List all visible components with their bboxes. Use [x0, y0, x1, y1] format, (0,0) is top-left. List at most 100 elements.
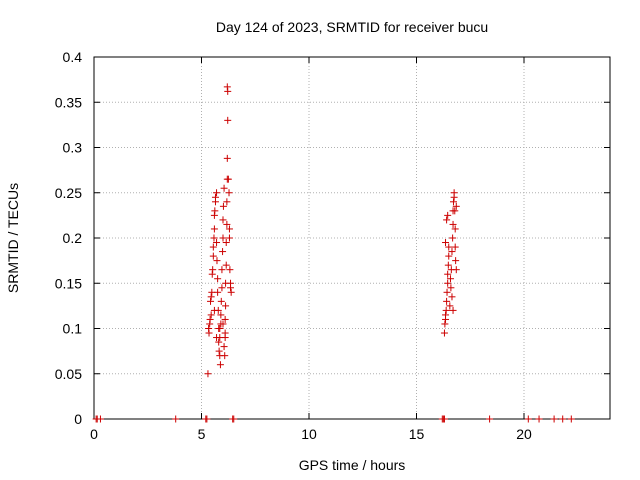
- data-point: [209, 252, 217, 260]
- data-point: [448, 248, 456, 256]
- data-point: [440, 329, 448, 337]
- data-point: [222, 302, 230, 310]
- y-axis-label: SRMTID / TECUs: [5, 183, 21, 293]
- data-point: [223, 198, 231, 206]
- x-tick-label: 20: [516, 426, 532, 442]
- data-point: [216, 361, 224, 369]
- data-point: [207, 293, 215, 301]
- data-point: [221, 315, 229, 323]
- data-point: [442, 239, 450, 247]
- data-point: [452, 202, 460, 210]
- data-point: [221, 329, 229, 337]
- data-point: [448, 293, 456, 301]
- data-point: [203, 415, 211, 423]
- data-point: [452, 257, 460, 265]
- chart-title: Day 124 of 2023, SRMTID for receiver buc…: [216, 19, 488, 35]
- data-point: [221, 352, 229, 360]
- y-tick-label: 0.1: [63, 321, 83, 337]
- data-point: [209, 243, 217, 251]
- y-tick-label: 0.4: [63, 49, 83, 65]
- data-point: [210, 306, 218, 314]
- data-point: [96, 415, 104, 423]
- data-point: [442, 311, 450, 319]
- data-point: [440, 415, 448, 423]
- y-tick-label: 0.15: [55, 275, 82, 291]
- data-point: [444, 270, 452, 278]
- data-point: [449, 220, 457, 228]
- data-point: [211, 207, 219, 215]
- data-point: [218, 284, 226, 292]
- data-point: [227, 284, 235, 292]
- data-point: [444, 261, 452, 269]
- data-point: [213, 239, 221, 247]
- data-point: [206, 315, 214, 323]
- data-point: [205, 325, 213, 332]
- data-point: [210, 225, 218, 233]
- data-point: [443, 216, 451, 224]
- data-point: [446, 275, 454, 283]
- data-point: [524, 415, 532, 423]
- data-point: [219, 234, 227, 242]
- data-point: [446, 302, 454, 310]
- data-point: [567, 415, 575, 423]
- data-point: [218, 266, 226, 274]
- data-point: [486, 415, 494, 423]
- y-tick-label: 0.05: [55, 366, 82, 382]
- data-point: [215, 338, 223, 346]
- data-point: [219, 248, 227, 256]
- data-point: [216, 325, 224, 332]
- data-point: [213, 257, 221, 265]
- data-point: [230, 415, 238, 423]
- data-point: [220, 184, 228, 192]
- data-point: [214, 288, 222, 296]
- data-point: [225, 189, 233, 197]
- data-point: [219, 216, 227, 224]
- data-point: [209, 266, 217, 274]
- data-point: [445, 243, 453, 251]
- data-point: [215, 347, 223, 355]
- data-point: [442, 306, 450, 314]
- data-point: [444, 279, 452, 287]
- y-tick-label: 0: [74, 411, 82, 427]
- data-point: [227, 288, 235, 296]
- y-tick-label: 0.3: [63, 140, 83, 156]
- data-point: [226, 266, 234, 274]
- data-point: [443, 297, 451, 305]
- data-point: [225, 225, 233, 233]
- y-tick-label: 0.35: [55, 94, 82, 110]
- data-point: [222, 261, 230, 269]
- y-tick-label: 0.2: [63, 230, 83, 246]
- data-point: [211, 193, 219, 201]
- x-tick-label: 5: [198, 426, 206, 442]
- data-point: [213, 334, 221, 342]
- data-point: [451, 207, 459, 215]
- x-tick-label: 0: [90, 426, 98, 442]
- data-point: [219, 320, 227, 328]
- data-point: [217, 297, 225, 305]
- data-point: [223, 220, 231, 228]
- grid: [94, 57, 610, 419]
- data-point: [214, 275, 222, 283]
- data-point: [219, 202, 227, 210]
- data-point: [447, 284, 455, 292]
- data-point: [224, 116, 232, 124]
- data-point: [550, 415, 558, 423]
- x-tick-label: 10: [301, 426, 317, 442]
- data-point: [449, 198, 457, 206]
- data-point: [207, 297, 215, 305]
- data-point: [535, 415, 543, 423]
- data-point: [222, 239, 230, 247]
- tick-labels: 0 5 10 15 20 0 0.05 0.1 0.15 0.2 0.25 0.3 0.35 0.4: [55, 49, 532, 442]
- data-point: [220, 343, 228, 351]
- data-points: [92, 83, 575, 423]
- x-axis-label: GPS time / hours: [299, 457, 406, 473]
- data-point: [443, 288, 451, 296]
- data-point: [449, 234, 457, 242]
- data-point: [559, 415, 567, 423]
- data-point: [451, 225, 459, 233]
- data-point: [444, 211, 452, 219]
- data-point: [452, 266, 460, 274]
- data-point: [225, 234, 233, 242]
